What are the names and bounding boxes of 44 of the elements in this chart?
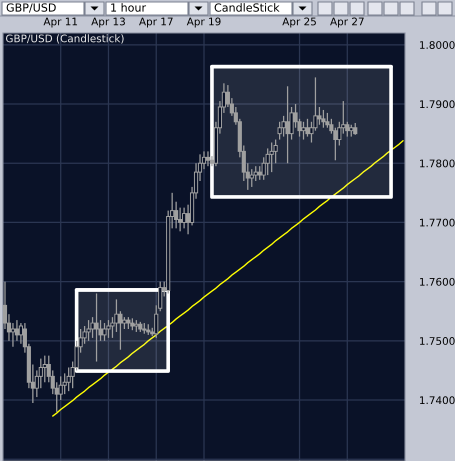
candlestick — [206, 150, 210, 167]
candlestick — [122, 316, 126, 330]
candlestick — [106, 319, 111, 338]
candlestick — [286, 86, 290, 164]
candlestick — [282, 115, 286, 138]
candlestick — [146, 324, 150, 336]
candlestick — [353, 122, 358, 136]
y-tick-label: 1.8000 — [420, 41, 455, 49]
candlestick — [94, 292, 99, 362]
y-tick-label: 1.7500 — [420, 337, 455, 345]
candlestick — [250, 168, 254, 188]
x-tick-label: Apr 27 — [330, 18, 364, 28]
candlestick — [301, 121, 306, 140]
candlestick — [182, 207, 186, 229]
candlestick — [118, 310, 122, 350]
candlestick — [102, 322, 107, 342]
candlestick — [138, 321, 142, 333]
candlestick — [349, 124, 354, 138]
y-tick-label: 1.7700 — [420, 218, 455, 227]
candlestick — [305, 118, 310, 138]
line-series — [52, 140, 404, 417]
x-tick-label: Apr 25 — [282, 18, 316, 28]
candlestick — [130, 318, 134, 331]
y-tick-label: 1.7800 — [420, 159, 455, 168]
y-tick-label: 1.7900 — [420, 100, 455, 108]
x-tick-label: Apr 13 — [91, 18, 125, 28]
text: 1 hour — [111, 3, 146, 12]
text: CandleStick — [214, 3, 280, 12]
candlestick — [321, 109, 326, 128]
y-tick-label: 1.7400 — [420, 396, 455, 404]
x-tick-label: Apr 19 — [186, 18, 221, 28]
text: GBP/USD — [6, 3, 56, 13]
candlestick — [258, 166, 262, 180]
x-tick-label: Apr 11 — [44, 18, 78, 28]
chart-title: GBP/USD (Candlestick) — [6, 34, 124, 44]
candlestick — [126, 316, 130, 330]
y-tick-label: 1.7600 — [420, 278, 455, 286]
candlestick — [86, 319, 91, 342]
candlestick — [10, 322, 16, 348]
candlestick — [142, 322, 146, 334]
candlestick — [317, 106, 322, 126]
candlestick — [90, 316, 95, 338]
x-tick-label: Apr 17 — [139, 18, 173, 28]
candlestick — [270, 142, 274, 173]
